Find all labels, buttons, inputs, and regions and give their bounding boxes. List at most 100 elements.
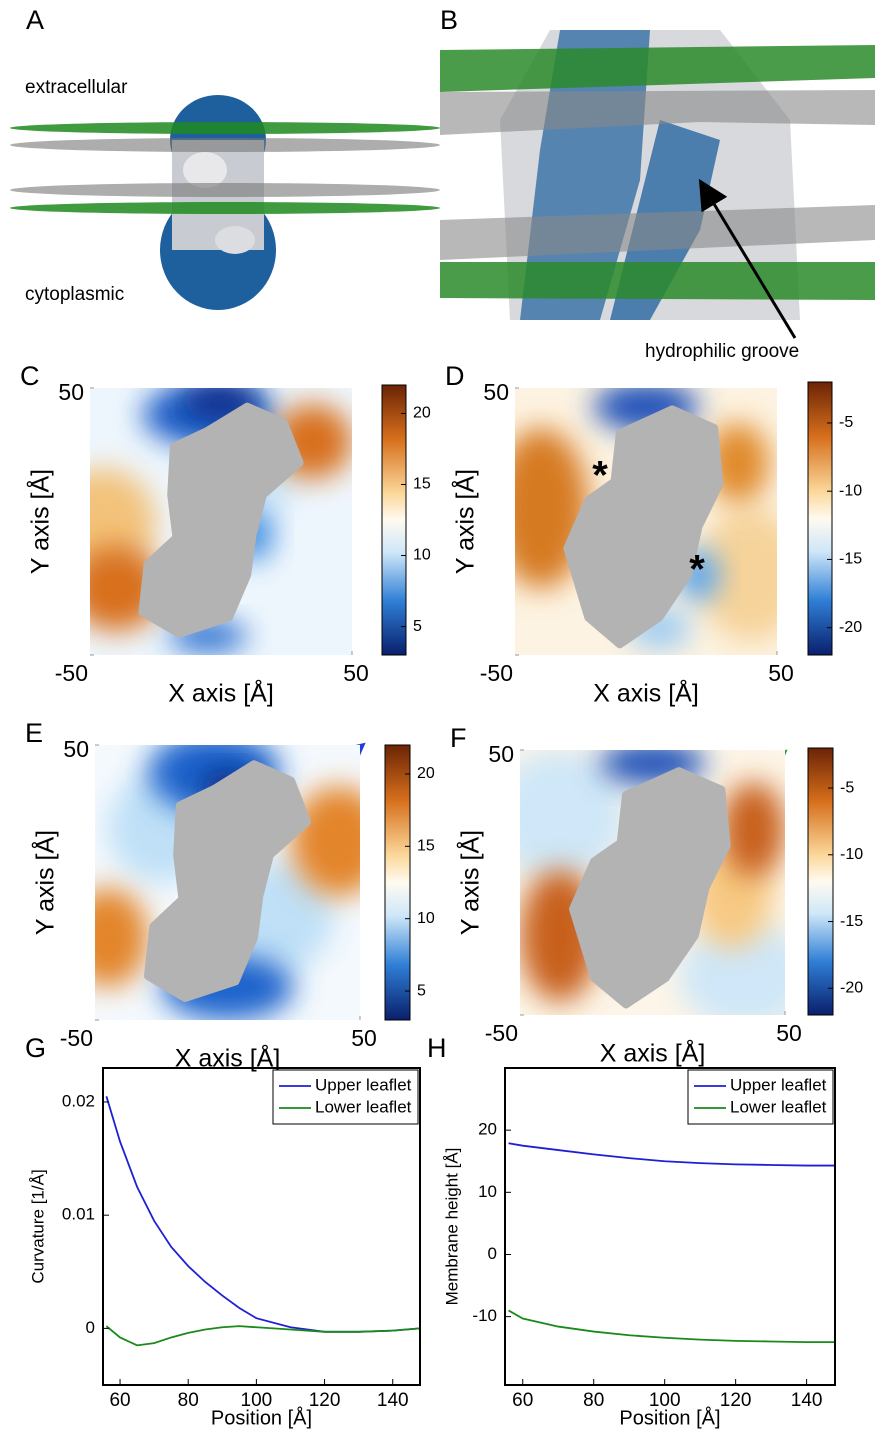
field-blob [520, 750, 626, 883]
x-tick-label: 120 [309, 1390, 341, 1411]
panel-label: H [427, 1033, 447, 1063]
y-tick-label: -10 [472, 1306, 497, 1325]
panel-a-render [10, 95, 440, 310]
x-tick-label: 60 [109, 1390, 130, 1411]
legend-label: Lower leaflet [730, 1097, 827, 1116]
y-tick-label: -50 [480, 660, 513, 686]
x-tick-label: 120 [720, 1390, 752, 1411]
colorbar-tick-label: 5 [417, 982, 426, 999]
x-tick-label: 100 [241, 1390, 273, 1411]
x-tick-label: 50 [343, 660, 369, 686]
colorbar-tick-label: 20 [417, 765, 435, 782]
colorbar-tick-label: -20 [840, 980, 863, 997]
panel-b-render [440, 30, 875, 322]
annotation-star: * [592, 454, 608, 498]
x-axis-label: Position [Å] [619, 1406, 720, 1429]
x-tick-label: 100 [649, 1390, 681, 1411]
annotation: cytoplasmic [25, 284, 124, 305]
colorbar-tick-label: 10 [417, 910, 435, 927]
panel-label: F [450, 723, 467, 753]
plot-frame [504, 1067, 836, 1386]
field-blob [95, 888, 148, 987]
y-axis-label: Y axis [Å] [25, 469, 55, 574]
x-axis-label: X axis [Å] [168, 678, 274, 708]
legend-label: Lower leaflet [315, 1097, 412, 1116]
y-tick-label: 0.02 [62, 1091, 95, 1110]
series-line [508, 1142, 835, 1167]
legend-label: Upper leaflet [315, 1075, 412, 1094]
y-axis-label: Y axis [Å] [455, 830, 485, 935]
x-tick-label: 50 [351, 1025, 377, 1051]
protein-footprint [138, 402, 304, 638]
protein-footprint [563, 405, 724, 649]
y-tick-label: -50 [485, 1020, 518, 1046]
colorbar-tick-label: -5 [840, 779, 854, 796]
y-tick-label: 0 [488, 1244, 497, 1263]
field-blob [721, 781, 785, 878]
field-blob [679, 922, 785, 1015]
colorbar-tick-label: -10 [839, 482, 862, 499]
heatmap-field [520, 750, 785, 1015]
colorbar-tick-label: -10 [840, 846, 863, 863]
colorbar [807, 747, 834, 1016]
heatmap-field [95, 745, 360, 1020]
x-tick-label: 50 [768, 660, 794, 686]
x-tick-label: 140 [377, 1390, 409, 1411]
colorbar-tick-label: 15 [413, 476, 431, 493]
annotation-star: * [689, 548, 705, 592]
y-tick-label: 0 [86, 1318, 95, 1337]
panel-label: C [20, 361, 40, 391]
heatmap-field [90, 388, 352, 655]
panel-label: E [25, 718, 43, 748]
colorbar-tick-label: 15 [417, 838, 435, 855]
protein-footprint [569, 767, 731, 1009]
panel-label: B [440, 5, 458, 35]
panel-label: A [26, 5, 44, 35]
y-tick-label: 10 [478, 1182, 497, 1201]
y-tick-label: 50 [483, 379, 509, 405]
y-tick-label: 50 [63, 736, 89, 762]
colorbar-tick-label: 5 [413, 618, 422, 635]
y-axis-label: Y axis [Å] [30, 830, 60, 935]
x-tick-label: 140 [791, 1390, 823, 1411]
legend-box [272, 1069, 419, 1125]
legend-label: Upper leaflet [730, 1075, 827, 1094]
field-blob [698, 508, 777, 642]
annotation: hydrophilic groove [645, 341, 799, 362]
x-axis-label: Position [Å] [211, 1406, 312, 1429]
annotation: extracellular [25, 77, 128, 98]
plot-frame [102, 1067, 421, 1386]
heatmap-field [515, 388, 777, 655]
y-axis-label: Membrane height [Å] [442, 1148, 461, 1306]
x-tick-label: 80 [583, 1390, 604, 1411]
colorbar-tick-label: -5 [839, 414, 853, 431]
legend-box [687, 1069, 834, 1125]
x-tick-label: 50 [776, 1020, 802, 1046]
field-blob [291, 786, 360, 897]
y-tick-label: 50 [488, 741, 514, 767]
colorbar-tick-label: 20 [413, 405, 431, 422]
x-axis-label: X axis [Å] [593, 678, 699, 708]
panel-label: D [445, 361, 465, 391]
protein-footprint [144, 760, 311, 1002]
y-tick-label: -50 [55, 660, 88, 686]
colorbar [807, 381, 833, 656]
series-line [105, 1325, 421, 1347]
series-line [508, 1309, 835, 1344]
y-axis-label: Curvature [1/Å] [28, 1169, 47, 1283]
panel-label: G [25, 1033, 46, 1063]
x-tick-label: 60 [512, 1390, 533, 1411]
colorbar [381, 384, 407, 656]
colorbar-tick-label: -15 [840, 913, 863, 930]
y-tick-label: 50 [58, 379, 84, 405]
x-axis-label: X axis [Å] [600, 1038, 706, 1068]
y-tick-label: 20 [478, 1120, 497, 1139]
colorbar-tick-label: 10 [413, 547, 431, 564]
x-tick-label: 80 [178, 1390, 199, 1411]
y-tick-label: -50 [60, 1025, 93, 1051]
arrow [698, 178, 797, 339]
y-axis-label: Y axis [Å] [450, 469, 480, 574]
colorbar-tick-label: -15 [839, 551, 862, 568]
